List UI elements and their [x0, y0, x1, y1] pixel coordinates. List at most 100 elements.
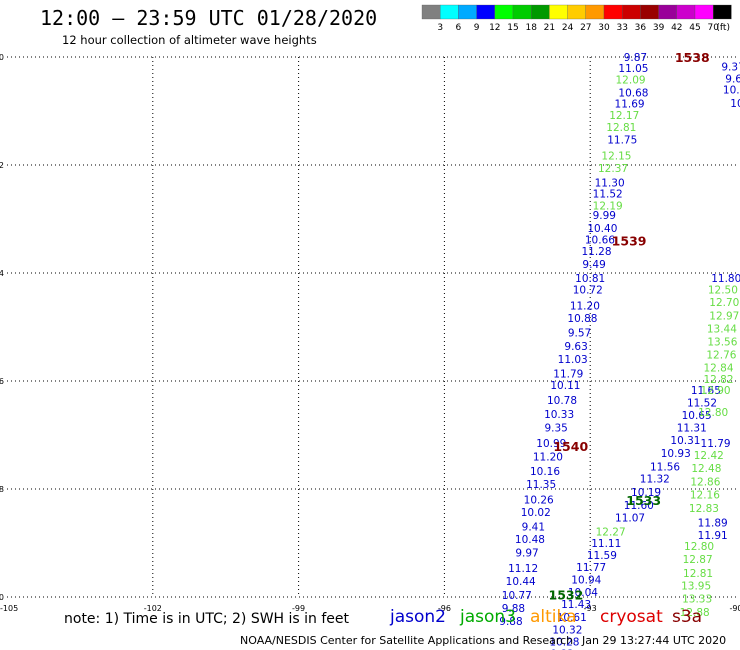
jason3-swh-label: 12.81 — [683, 568, 713, 580]
y-tick-label: -40 — [0, 53, 4, 62]
colorbar-tick-label: 33 — [616, 23, 627, 33]
jason2-swh-label: 10.19 — [631, 487, 661, 499]
jason2-swh-label: 10.28 — [549, 636, 579, 648]
pass-number-label: 1538 — [675, 50, 710, 65]
colorbar-tick-label: 3 — [437, 23, 443, 33]
colorbar-swatch — [494, 4, 514, 20]
jason2-swh-label: 11.03 — [558, 354, 588, 366]
pass-number-labels: 1538 1539 1540 1533 1532 — [549, 50, 710, 602]
jason2-swh-label: 11.56 — [650, 461, 680, 473]
colorbar-swatch — [640, 4, 659, 20]
colorbar-swatch — [676, 4, 696, 20]
x-tick-label: -102 — [144, 604, 162, 613]
jason2-swh-label: 10.65 — [682, 410, 712, 422]
colorbar-unit-label: (ft) — [716, 23, 730, 33]
y-tick-label: -44 — [0, 269, 4, 278]
jason2-swh-label: 9.63 — [564, 341, 587, 353]
colorbar-swatch — [585, 4, 605, 20]
units-note: note: 1) Time is in UTC; 2) SWH is in fe… — [64, 611, 350, 627]
colorbar-tick-label: 42 — [671, 23, 682, 33]
colorbar-swatch — [603, 4, 623, 20]
jason2-swh-label: 11.20 — [533, 452, 563, 464]
jason2-swh-label: 10 — [730, 98, 740, 110]
jason2-swh-label: 11.91 — [698, 530, 728, 542]
jason3-swh-label: 12.09 — [616, 75, 646, 87]
colorbar-tick-label: 27 — [580, 23, 591, 33]
jason3-swh-label: 12.80 — [684, 541, 714, 553]
jason3-swh-label: 12.90 — [701, 385, 731, 397]
jason3-swh-label: 13.33 — [682, 594, 712, 606]
x-tick-label: -90 — [729, 604, 740, 613]
jason3-swh-label: 12.87 — [683, 554, 713, 566]
axis-ticks: -40 -42 -44 -46 -48 -50 -105 -102 -99 -96 -93 -90 — [0, 53, 740, 613]
jason3-swh-label: 12.70 — [709, 297, 739, 309]
jason2-swh-label: 10.33 — [544, 409, 574, 421]
chart-grid — [7, 56, 736, 598]
jason2-swh-label: 10.04 — [568, 587, 598, 599]
jason2-swh-label: 11.79 — [553, 368, 583, 380]
jason2-swh-label: 11.20 — [570, 300, 600, 312]
jason3-swh-label: 12.16 — [690, 489, 720, 501]
jason2-swh-label: 11.35 — [526, 479, 556, 491]
jason3-swh-label: 12.15 — [601, 150, 631, 162]
colorbar-swatch — [713, 4, 732, 20]
jason2-swh-label: 11.07 — [615, 513, 645, 525]
jason2-swh-label: 10.44 — [506, 576, 536, 588]
satellite-label-jason3: jason3 — [460, 607, 516, 627]
jason2-swh-label: 10.02 — [521, 507, 551, 519]
jason2-swh-label: 11.52 — [687, 398, 717, 410]
jason2-swh-label: 11.12 — [508, 563, 538, 575]
colorbar-tick-label: 15 — [507, 23, 518, 33]
x-tick-label: -99 — [292, 604, 305, 613]
jason2-swh-label: 10.61 — [557, 612, 587, 624]
jason2-swh-label: 9.35 — [544, 422, 567, 434]
jason2-swh-label: 9.37 — [721, 62, 740, 74]
jason2-swh-label: 9.99 — [593, 210, 616, 222]
jason2-swh-label: 9.60 — [725, 74, 740, 86]
colorbar-tick-label: 6 — [456, 23, 462, 33]
jason2-swh-label: 10.48 — [515, 534, 545, 546]
jason2-swh-label: 10.10 — [723, 84, 740, 96]
jason3-swh-label: 12.84 — [703, 363, 733, 375]
jason2-swh-label: 11.43 — [561, 599, 591, 611]
y-tick-label: -48 — [0, 485, 4, 494]
jason2-swh-label: 11.77 — [576, 562, 606, 574]
satellite-label-altika: altika — [530, 607, 577, 627]
jason2-swh-label: 10.26 — [524, 494, 554, 506]
jason3-swh-label: 12.82 — [703, 374, 733, 386]
jason3-swh-label: 12.97 — [709, 311, 739, 323]
y-tick-label: -50 — [0, 593, 4, 602]
x-tick-label: -105 — [0, 604, 18, 613]
jason3-swh-label: 12.37 — [598, 163, 628, 175]
jason2-swh-label: 10.66 — [585, 235, 615, 247]
jason2-swh-label: 10.31 — [670, 435, 700, 447]
jason3-swh-label: 12.88 — [680, 607, 710, 619]
colorbar-tick-label: 30 — [598, 23, 610, 33]
jason3-swh-label: 12.76 — [706, 350, 736, 362]
colorbar-tick-label: 9 — [474, 23, 480, 33]
jason3-swh-label: 13.56 — [707, 337, 737, 349]
colorbar-swatch — [694, 4, 714, 20]
jason3-swh-label: 12.19 — [593, 201, 623, 213]
jason2-swh-label: 9.87 — [624, 52, 647, 64]
y-tick-label: -46 — [0, 377, 4, 386]
jason2-swh-label: 9.83 — [550, 649, 573, 650]
y-tick-label: -42 — [0, 161, 4, 170]
jason2-swh-label: 11.11 — [591, 538, 621, 550]
data-labels: 9.8711.0510.6811.6911.7511.3011.529.9910… — [499, 52, 740, 650]
jason2-swh-label: 11.52 — [593, 189, 623, 201]
colorbar-tick-label: 36 — [635, 23, 647, 33]
jason2-swh-label: 10.94 — [571, 575, 601, 587]
jason2-swh-label: 10.77 — [502, 590, 532, 602]
jason3-swh-label: 12.81 — [606, 122, 636, 134]
colorbar-tick-label: 12 — [489, 23, 500, 33]
jason2-swh-label: 11.79 — [701, 438, 731, 450]
jason2-swh-label: 11.89 — [698, 517, 728, 529]
jason3-swh-label: 12.80 — [698, 407, 728, 419]
colorbar-tick-label: 39 — [653, 23, 665, 33]
jason2-swh-label: 10.93 — [661, 448, 691, 460]
colorbar-tick-label: 24 — [562, 23, 574, 33]
jason3-swh-label: 12.17 — [609, 110, 639, 122]
colorbar-swatch — [476, 4, 495, 20]
